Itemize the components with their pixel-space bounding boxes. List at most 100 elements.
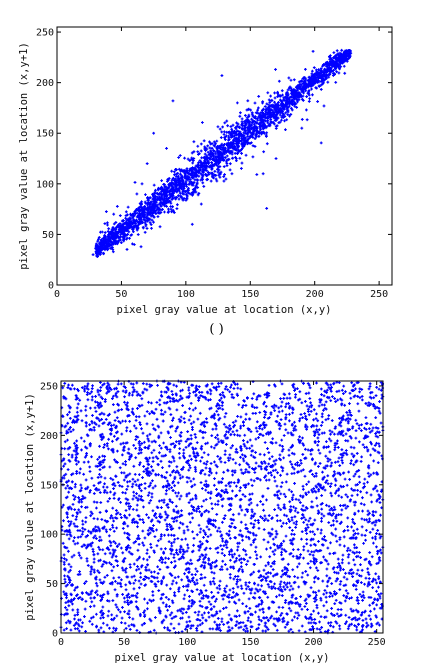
scatter-point <box>222 165 226 169</box>
scatter-point <box>377 585 380 589</box>
scatter-point <box>242 548 245 552</box>
scatter-point <box>221 477 224 481</box>
scatter-point <box>92 426 96 429</box>
scatter-point <box>362 596 366 600</box>
scatter-point <box>148 203 152 207</box>
scatter-point <box>162 183 166 186</box>
scatter-point <box>297 91 301 95</box>
scatter-point <box>315 72 319 76</box>
scatter-point <box>319 88 323 91</box>
scatter-point <box>314 593 318 597</box>
scatter-point <box>169 207 173 211</box>
scatter-point <box>212 576 216 580</box>
scatter-point <box>194 186 198 189</box>
scatter-point <box>308 566 312 570</box>
scatter-point <box>92 560 96 564</box>
scatter-point <box>230 172 234 176</box>
scatter-point <box>154 407 158 411</box>
scatter-point <box>112 212 116 216</box>
scatter-point <box>125 229 129 232</box>
scatter-point <box>201 181 205 185</box>
scatter-point <box>280 481 284 485</box>
scatter-point <box>348 435 352 438</box>
scatter-point <box>266 575 270 579</box>
scatter-point <box>325 503 328 507</box>
scatter-point <box>114 242 118 245</box>
scatter-point <box>359 556 363 559</box>
scatter-point <box>112 222 116 226</box>
scatter-point <box>345 577 349 581</box>
scatter-point <box>330 582 334 585</box>
scatter-point <box>198 604 202 608</box>
scatter-point <box>291 103 295 106</box>
scatter-point <box>318 462 322 465</box>
scatter-point <box>287 448 291 452</box>
scatter-point <box>204 498 208 501</box>
scatter-point <box>322 73 326 77</box>
scatter-point <box>375 581 378 585</box>
scatter-point <box>279 418 283 422</box>
scatter-point <box>305 118 309 122</box>
scatter-point <box>152 183 156 187</box>
scatter-point <box>280 118 283 122</box>
scatter-point <box>147 198 150 202</box>
scatter-point <box>199 142 203 146</box>
scatter-point <box>160 498 164 502</box>
scatter-point <box>67 524 71 528</box>
scatter-point <box>319 615 323 619</box>
scatter-point <box>279 107 282 111</box>
scatter-point <box>103 489 107 493</box>
scatter-point <box>200 505 204 508</box>
scatter-point <box>63 557 66 561</box>
scatter-point <box>184 440 188 443</box>
scatter-point <box>314 548 318 552</box>
scatter-point <box>293 509 297 513</box>
scatter-point <box>128 546 132 550</box>
scatter-point <box>246 619 250 622</box>
scatter-point <box>193 178 197 182</box>
scatter-point <box>221 147 225 151</box>
scatter-point <box>158 451 161 455</box>
scatter-point <box>138 443 142 447</box>
scatter-point <box>202 451 206 455</box>
scatter-point <box>186 437 190 441</box>
scatter-point <box>279 492 283 496</box>
scatter-point <box>350 452 354 456</box>
scatter-point <box>235 582 238 586</box>
scatter-point <box>273 582 276 586</box>
scatter-point <box>124 570 128 574</box>
scatter-point <box>172 534 176 537</box>
scatter-point <box>206 150 210 154</box>
scatter-point <box>242 459 246 463</box>
scatter-point <box>143 414 147 418</box>
scatter-point <box>196 162 200 166</box>
scatter-point <box>374 426 378 430</box>
scatter-point <box>80 532 84 536</box>
scatter-point <box>100 244 104 248</box>
scatter-point <box>182 451 186 455</box>
scatter-point <box>186 461 190 465</box>
scatter-point <box>277 423 281 427</box>
scatter-point <box>320 415 324 419</box>
scatter-point <box>319 83 323 87</box>
scatter-point <box>275 610 278 614</box>
scatter-point <box>331 395 334 398</box>
scatter-point <box>270 98 274 102</box>
scatter-point <box>101 548 105 552</box>
scatter-point <box>123 531 127 535</box>
scatter-point <box>238 498 242 502</box>
scatter-point <box>114 426 118 430</box>
scatter-point <box>124 497 128 501</box>
scatter-point <box>336 446 340 449</box>
scatter-point <box>287 402 290 405</box>
scatter-point <box>62 613 66 617</box>
scatter-point <box>188 192 192 196</box>
scatter-point <box>84 404 88 408</box>
scatter-point <box>105 574 109 577</box>
scatter-point <box>264 564 268 568</box>
scatter-point <box>258 113 262 117</box>
scatter-point <box>98 491 102 494</box>
scatter-point <box>113 410 117 414</box>
